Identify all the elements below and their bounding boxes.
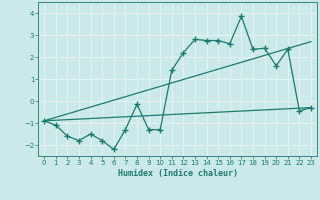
X-axis label: Humidex (Indice chaleur): Humidex (Indice chaleur) <box>118 169 238 178</box>
